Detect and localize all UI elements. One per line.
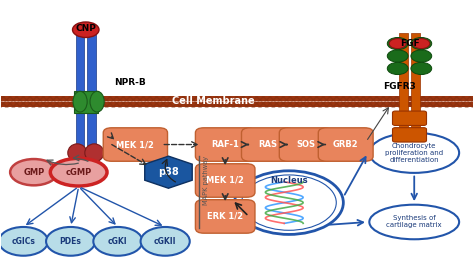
Text: NPR-B: NPR-B [114,78,146,87]
Text: Synthesis of
cartilage matrix: Synthesis of cartilage matrix [386,215,442,229]
Bar [0,98,474,105]
Text: MEK 1/2: MEK 1/2 [206,176,244,185]
Text: Cell Membrane: Cell Membrane [172,96,255,106]
Circle shape [389,39,406,49]
Circle shape [46,227,95,256]
Text: cGICs: cGICs [11,237,36,246]
FancyBboxPatch shape [195,128,255,161]
Ellipse shape [85,144,104,162]
Text: GRB2: GRB2 [333,140,358,149]
FancyBboxPatch shape [241,128,294,161]
Ellipse shape [50,158,107,186]
Circle shape [387,50,408,62]
Text: FGFR3: FGFR3 [383,82,416,91]
Text: Chondrocyte
proliferation and
differentiation: Chondrocyte proliferation and differenti… [385,143,443,163]
Ellipse shape [73,91,87,112]
FancyBboxPatch shape [318,128,373,161]
FancyBboxPatch shape [195,164,255,197]
Circle shape [411,62,432,75]
Bar [399,33,408,163]
Circle shape [73,22,99,38]
Text: Nucleus: Nucleus [270,176,308,185]
Ellipse shape [90,91,104,112]
FancyBboxPatch shape [392,128,427,142]
Text: p38: p38 [158,167,179,177]
Text: ERK 1/2: ERK 1/2 [207,212,243,221]
Bar [0,103,474,108]
Circle shape [235,171,343,234]
Ellipse shape [369,205,459,239]
FancyBboxPatch shape [279,128,332,161]
Circle shape [242,175,336,230]
Text: SOS: SOS [296,140,315,149]
Text: RAF-1: RAF-1 [211,140,239,149]
Polygon shape [145,156,192,188]
Circle shape [387,38,408,50]
Bar [87,30,96,163]
Circle shape [93,227,143,256]
FancyBboxPatch shape [195,200,255,233]
FancyBboxPatch shape [392,111,427,125]
Bar [74,91,98,113]
Bar [76,30,84,163]
Text: FGF: FGF [400,39,419,48]
Text: RAS: RAS [258,140,277,149]
Text: GMP: GMP [23,168,45,177]
Circle shape [387,62,408,75]
Text: PDEs: PDEs [60,237,82,246]
Ellipse shape [369,133,459,173]
Text: CNP: CNP [75,24,96,33]
Ellipse shape [10,159,57,185]
Circle shape [411,50,432,62]
Bar [0,96,474,101]
Circle shape [411,38,432,50]
Bar [411,33,420,163]
Circle shape [0,227,48,256]
FancyBboxPatch shape [103,128,167,161]
Bar [0,96,474,108]
Circle shape [141,227,190,256]
Text: MEK 1/2: MEK 1/2 [117,140,155,149]
Text: cGKI: cGKI [108,237,128,246]
Text: cGMP: cGMP [65,168,92,177]
Text: MAPK pathway: MAPK pathway [203,156,209,205]
Text: cGKII: cGKII [154,237,176,246]
Circle shape [413,39,430,49]
Ellipse shape [68,144,87,162]
